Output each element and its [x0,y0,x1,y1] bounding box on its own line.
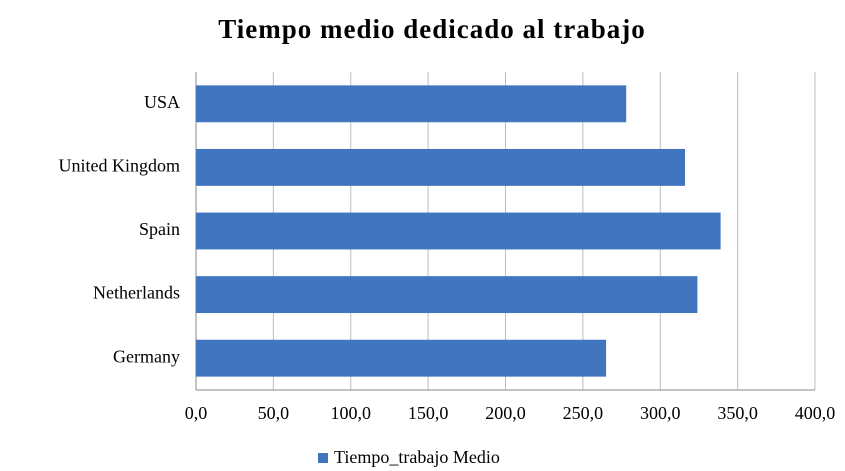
x-tick-label: 100,0 [331,403,372,423]
y-tick-label: Spain [139,219,180,239]
x-tick-label: 200,0 [485,403,526,423]
x-tick-label: 250,0 [563,403,604,423]
x-tick-label: 150,0 [408,403,449,423]
bar [196,276,698,314]
bar [196,85,627,123]
x-tick-label: 50,0 [258,403,290,423]
bar [196,212,721,250]
bar [196,148,686,186]
x-tick-label: 0,0 [185,403,208,423]
y-tick-label: Germany [113,346,180,366]
bar [196,339,607,377]
y-tick-label: Netherlands [93,283,180,303]
x-tick-label: 400,0 [795,403,836,423]
legend-label: Tiempo_trabajo Medio [334,447,500,467]
chart-title: Tiempo medio dedicado al trabajo [218,14,646,44]
y-tick-label: United Kingdom [59,156,181,176]
x-tick-label: 350,0 [717,403,758,423]
legend-swatch [318,453,328,463]
x-tick-label: 300,0 [640,403,681,423]
y-tick-label: USA [144,92,180,112]
